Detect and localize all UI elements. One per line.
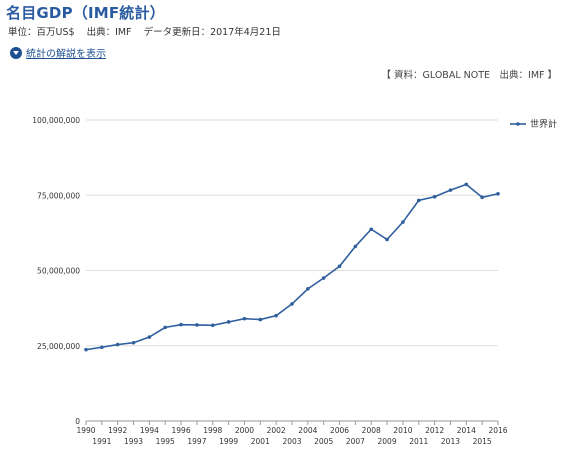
data-point (84, 347, 88, 352)
page-title: 名目GDP（IMF統計） (6, 4, 165, 22)
source-label: 出典：IMF (86, 27, 132, 38)
y-tick-label: 25,000,000 (37, 342, 80, 351)
data-point (131, 340, 136, 345)
data-point (163, 325, 168, 330)
data-point (432, 194, 437, 199)
x-tick-label: 2000 (235, 426, 254, 435)
data-point (115, 342, 120, 347)
legend-marker (516, 122, 520, 126)
x-tick-label: 1998 (203, 426, 222, 435)
x-tick-label: 2002 (267, 426, 286, 435)
x-tick-label: 1997 (187, 437, 206, 446)
data-point (100, 345, 104, 350)
data-point (321, 276, 326, 280)
data-point (496, 191, 500, 196)
x-tick-label: 2013 (441, 437, 460, 446)
x-tick-label: 2005 (314, 437, 333, 446)
x-tick-label: 2003 (282, 437, 301, 446)
x-tick-label: 1995 (156, 437, 175, 446)
data-point (274, 313, 278, 318)
data-point (147, 335, 152, 339)
chevron-down-circle-icon (10, 46, 22, 59)
y-tick-label: 100,000,000 (32, 116, 80, 125)
show-explanation-label: 統計の解説を表示 (26, 49, 106, 60)
x-tick-label: 1993 (124, 437, 143, 446)
data-point (416, 198, 421, 203)
data-point (242, 316, 247, 321)
x-tick-label: 2012 (425, 426, 444, 435)
x-tick-label: 1991 (92, 437, 111, 446)
x-tick-label: 2009 (378, 437, 397, 446)
data-point (337, 264, 342, 269)
data-point (226, 320, 231, 324)
x-tick-label: 2011 (409, 437, 428, 446)
x-tick-label: 1992 (108, 426, 127, 435)
series-line (85, 183, 499, 351)
x-tick-label: 2010 (393, 426, 412, 435)
x-tick-label: 1996 (172, 426, 191, 435)
x-tick-label: 1990 (76, 426, 95, 435)
data-point (369, 227, 374, 232)
y-tick-label: 0 (75, 417, 80, 426)
data-point (353, 244, 358, 249)
x-tick-label: 2016 (488, 426, 507, 435)
x-tick-label: 2015 (473, 437, 492, 446)
data-point (385, 237, 389, 242)
meta-info: 単位：百万US$ 出典：IMF データ更新日：2017年4月21日 (8, 24, 290, 38)
legend-label: 世界計 (530, 118, 557, 130)
x-tick-label: 1999 (219, 437, 238, 446)
data-point (258, 317, 263, 322)
data-point (210, 323, 215, 328)
data-point (464, 182, 469, 187)
x-tick-label: 2006 (330, 426, 349, 435)
x-tick-label: 1994 (140, 426, 159, 435)
updated-label: データ更新日：2017年4月21日 (143, 27, 281, 38)
data-point (179, 322, 183, 327)
x-tick-label: 2007 (346, 437, 365, 446)
source-note: 【 資料：GLOBAL NOTE 出典：IMF 】 (381, 70, 557, 81)
x-tick-label: 2014 (457, 426, 476, 435)
x-tick-label: 2001 (251, 437, 270, 446)
show-explanation-link[interactable]: 統計の解説を表示 (10, 45, 106, 60)
y-tick-label: 50,000,000 (37, 267, 80, 276)
data-point (401, 220, 405, 224)
data-point (306, 287, 310, 291)
data-point (448, 188, 453, 192)
x-tick-label: 2008 (362, 426, 381, 435)
data-point (480, 195, 484, 200)
data-point (290, 302, 294, 306)
x-tick-label: 2004 (298, 426, 317, 435)
y-tick-label: 75,000,000 (37, 191, 80, 200)
unit-label: 単位：百万US$ (8, 27, 75, 38)
data-point (195, 323, 199, 327)
